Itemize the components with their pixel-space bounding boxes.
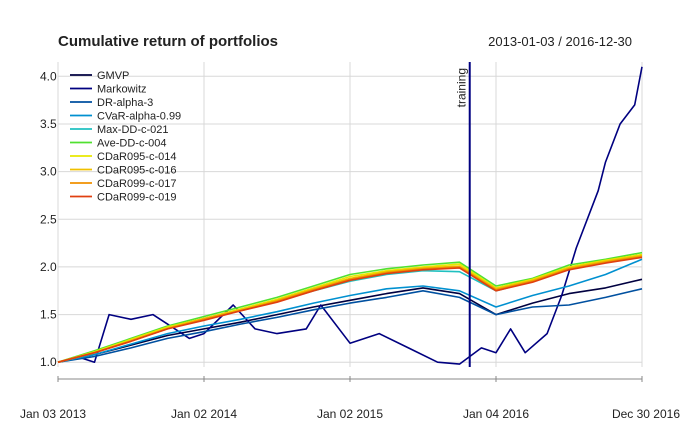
y-tick-label: 3.5 <box>40 117 57 131</box>
legend-entry: CDaR095-c-014 <box>97 151 176 163</box>
y-tick-label: 4.0 <box>40 69 57 83</box>
date-range-label: 2013-01-03 / 2016-12-30 <box>488 34 632 49</box>
series-line-gmvp <box>57 278 643 363</box>
legend-entry: Max-DD-c-021 <box>97 124 169 136</box>
x-tick-label: Jan 02 2015 <box>317 407 383 421</box>
chart-title: Cumulative return of portfolios <box>58 33 278 50</box>
series-line-markowitz <box>57 66 643 365</box>
series-lines <box>57 66 643 365</box>
x-tick-label: Dec 30 2016 <box>612 407 680 421</box>
legend-entry: GMVP <box>97 70 129 82</box>
series-line-dr-alpha-3 <box>57 288 643 363</box>
legend-entry: Ave-DD-c-004 <box>97 138 167 150</box>
legend-entry: CDaR095-c-016 <box>97 165 176 177</box>
x-tick-label: Jan 04 2016 <box>463 407 529 421</box>
y-tick-label: 3.0 <box>40 165 57 179</box>
x-tick-label: Jan 03 2013 <box>20 407 86 421</box>
legend-entry: DR-alpha-3 <box>97 97 153 109</box>
y-tick-label: 2.5 <box>40 212 57 226</box>
legend-entry: Markowitz <box>97 84 147 96</box>
series-line-cdar099-c-019 <box>57 256 643 363</box>
x-tick-label: Jan 02 2014 <box>171 407 237 421</box>
grid <box>57 62 643 367</box>
axes: 1.0 1.5 2.0 2.5 3.0 3.5 4.0 Jan 03 2013 Jan 02 2… <box>20 69 680 421</box>
y-tick-label: 1.5 <box>40 308 57 322</box>
legend-entry: CDaR099-c-017 <box>97 178 176 190</box>
series-line-cdar095-c-016 <box>57 254 643 363</box>
y-tick-label: 1.0 <box>40 355 57 369</box>
series-line-cvar-alpha-0-99 <box>57 258 643 363</box>
legend-entry: CVaR-alpha-0.99 <box>97 111 181 123</box>
training-label: training <box>455 68 469 107</box>
y-tick-label: 2.0 <box>40 260 57 274</box>
series-line-ave-dd-c-004 <box>57 251 643 363</box>
training-annotation: training <box>455 62 471 367</box>
legend-entry: CDaR099-c-019 <box>97 192 176 204</box>
series-line-cdar095-c-014 <box>57 253 643 363</box>
